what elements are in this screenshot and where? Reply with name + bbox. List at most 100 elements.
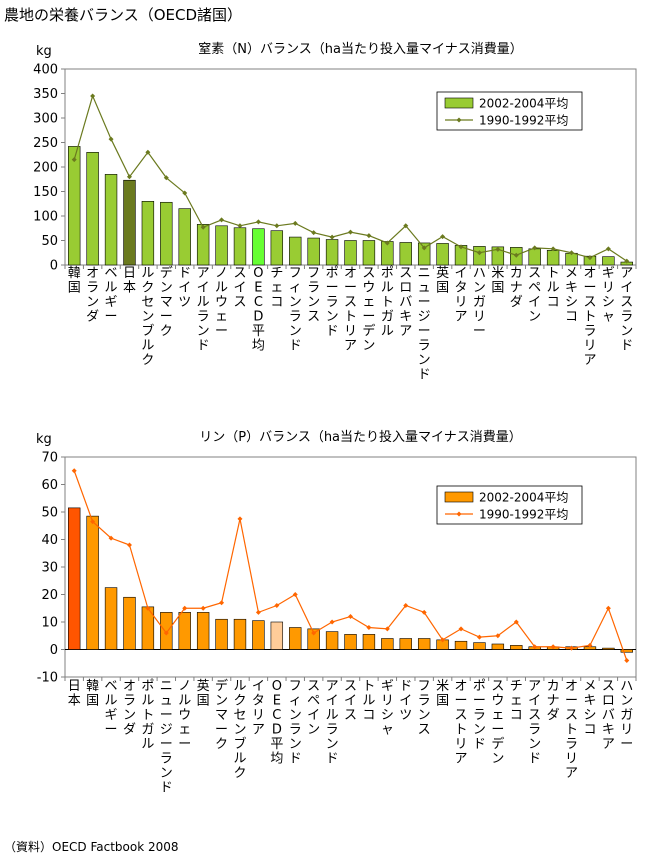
category-label: ルクセンブルク bbox=[233, 679, 246, 781]
category-label: オーストリア bbox=[344, 266, 357, 354]
category-label: ポーランド bbox=[326, 266, 339, 339]
chart-title: 窒素（N）バランス（ha当たり投入量マイナス消費量） bbox=[198, 41, 522, 57]
line-point bbox=[90, 93, 96, 99]
category-label: オーストラリア bbox=[583, 266, 596, 368]
category-label: チェコ bbox=[270, 266, 283, 310]
category-label: スペイン bbox=[528, 266, 541, 325]
bar bbox=[196, 612, 210, 650]
line-point bbox=[145, 149, 151, 155]
category-label: フランス bbox=[307, 266, 320, 325]
y-tick-label: 0 bbox=[50, 643, 58, 658]
y-tick-label: 200 bbox=[33, 161, 58, 176]
bar bbox=[602, 256, 615, 266]
legend-bar-swatch bbox=[444, 491, 474, 503]
line-point bbox=[292, 220, 298, 226]
line-point bbox=[274, 223, 280, 229]
line-point bbox=[200, 224, 206, 230]
line-point bbox=[513, 252, 519, 258]
category-label: アイルランド bbox=[197, 266, 210, 354]
category-label: スロバキア bbox=[399, 266, 412, 339]
bar bbox=[178, 612, 191, 650]
legend-line-marker bbox=[456, 511, 462, 517]
line-point bbox=[532, 644, 538, 650]
line-point bbox=[348, 229, 353, 235]
y-axis-unit: kg bbox=[36, 44, 52, 59]
line-point bbox=[182, 190, 188, 196]
line-point bbox=[163, 630, 169, 636]
line-point bbox=[440, 637, 446, 643]
category-label: スイス bbox=[233, 266, 246, 310]
category-label: ドイツ bbox=[178, 266, 191, 310]
y-tick-label: 0 bbox=[50, 259, 58, 274]
y-tick-label: 100 bbox=[33, 210, 58, 225]
line-point bbox=[440, 234, 446, 240]
chart-2: リン（P）バランス（ha当たり投入量マイナス消費量） kg -10 0 10 20 30 40… bbox=[36, 429, 637, 796]
category-label: 韓国 bbox=[86, 679, 99, 709]
bar bbox=[528, 248, 541, 266]
line-point bbox=[255, 609, 261, 615]
category-label: ギリシャ bbox=[381, 679, 394, 738]
line-point bbox=[163, 175, 169, 181]
line-point bbox=[458, 626, 464, 632]
category-label: 米国 bbox=[491, 266, 504, 296]
bar bbox=[473, 642, 486, 650]
bar bbox=[546, 250, 560, 266]
line-point bbox=[237, 516, 243, 522]
bar bbox=[344, 634, 357, 650]
category-label: デンマーク bbox=[215, 678, 228, 752]
bar bbox=[123, 596, 136, 650]
bar bbox=[270, 230, 284, 266]
line-point bbox=[403, 223, 409, 229]
category-label: アイルランド bbox=[326, 679, 339, 767]
y-tick-label: 30 bbox=[41, 561, 58, 576]
line-point bbox=[550, 246, 556, 252]
bar bbox=[473, 246, 486, 266]
y-tick-label: -10 bbox=[37, 671, 58, 686]
bar bbox=[307, 628, 320, 650]
category-label: カナダ bbox=[547, 679, 560, 723]
line-point bbox=[550, 644, 556, 650]
line-point bbox=[513, 619, 519, 625]
line-point bbox=[476, 634, 482, 640]
bar bbox=[344, 240, 357, 266]
line-point bbox=[108, 136, 114, 142]
line-point bbox=[421, 609, 427, 615]
category-label: ハンガリー bbox=[473, 266, 486, 339]
line-point bbox=[255, 219, 261, 225]
bar bbox=[289, 627, 302, 650]
line-point bbox=[624, 658, 630, 663]
category-label: O E C D 平均 bbox=[270, 679, 283, 767]
line-point bbox=[329, 234, 335, 240]
line-point bbox=[108, 535, 114, 541]
line-point bbox=[569, 645, 575, 651]
bar bbox=[381, 638, 394, 650]
legend-label: 1990-1992平均 bbox=[479, 114, 568, 128]
bar bbox=[417, 242, 431, 266]
legend-label: 2002-2004平均 bbox=[479, 491, 568, 505]
bar bbox=[325, 631, 339, 650]
category-label: ベルギー bbox=[105, 679, 118, 738]
line-point bbox=[495, 633, 501, 639]
category-label: フランス bbox=[418, 679, 431, 738]
line-point bbox=[366, 625, 372, 630]
category-label: オーストリア bbox=[455, 679, 468, 767]
line-point bbox=[366, 233, 372, 239]
y-tick-label: 350 bbox=[33, 87, 58, 102]
line-point bbox=[329, 619, 335, 625]
category-label: チェコ bbox=[510, 679, 523, 723]
line-point bbox=[403, 603, 409, 608]
category-label: ギリシャ bbox=[602, 266, 615, 325]
category-label: トルコ bbox=[362, 679, 375, 723]
category-label: スイス bbox=[344, 679, 357, 723]
category-label: O E C D 平均 bbox=[252, 266, 265, 354]
category-label: 日本 bbox=[68, 679, 81, 709]
bar bbox=[104, 174, 118, 266]
line-point bbox=[587, 255, 593, 261]
bar bbox=[178, 208, 191, 266]
legend-line-marker bbox=[456, 117, 462, 123]
line-point bbox=[532, 245, 538, 251]
category-label: アイスランド bbox=[620, 266, 633, 354]
legend-bar-swatch bbox=[444, 97, 474, 109]
bar bbox=[510, 645, 523, 650]
bar bbox=[160, 201, 173, 266]
